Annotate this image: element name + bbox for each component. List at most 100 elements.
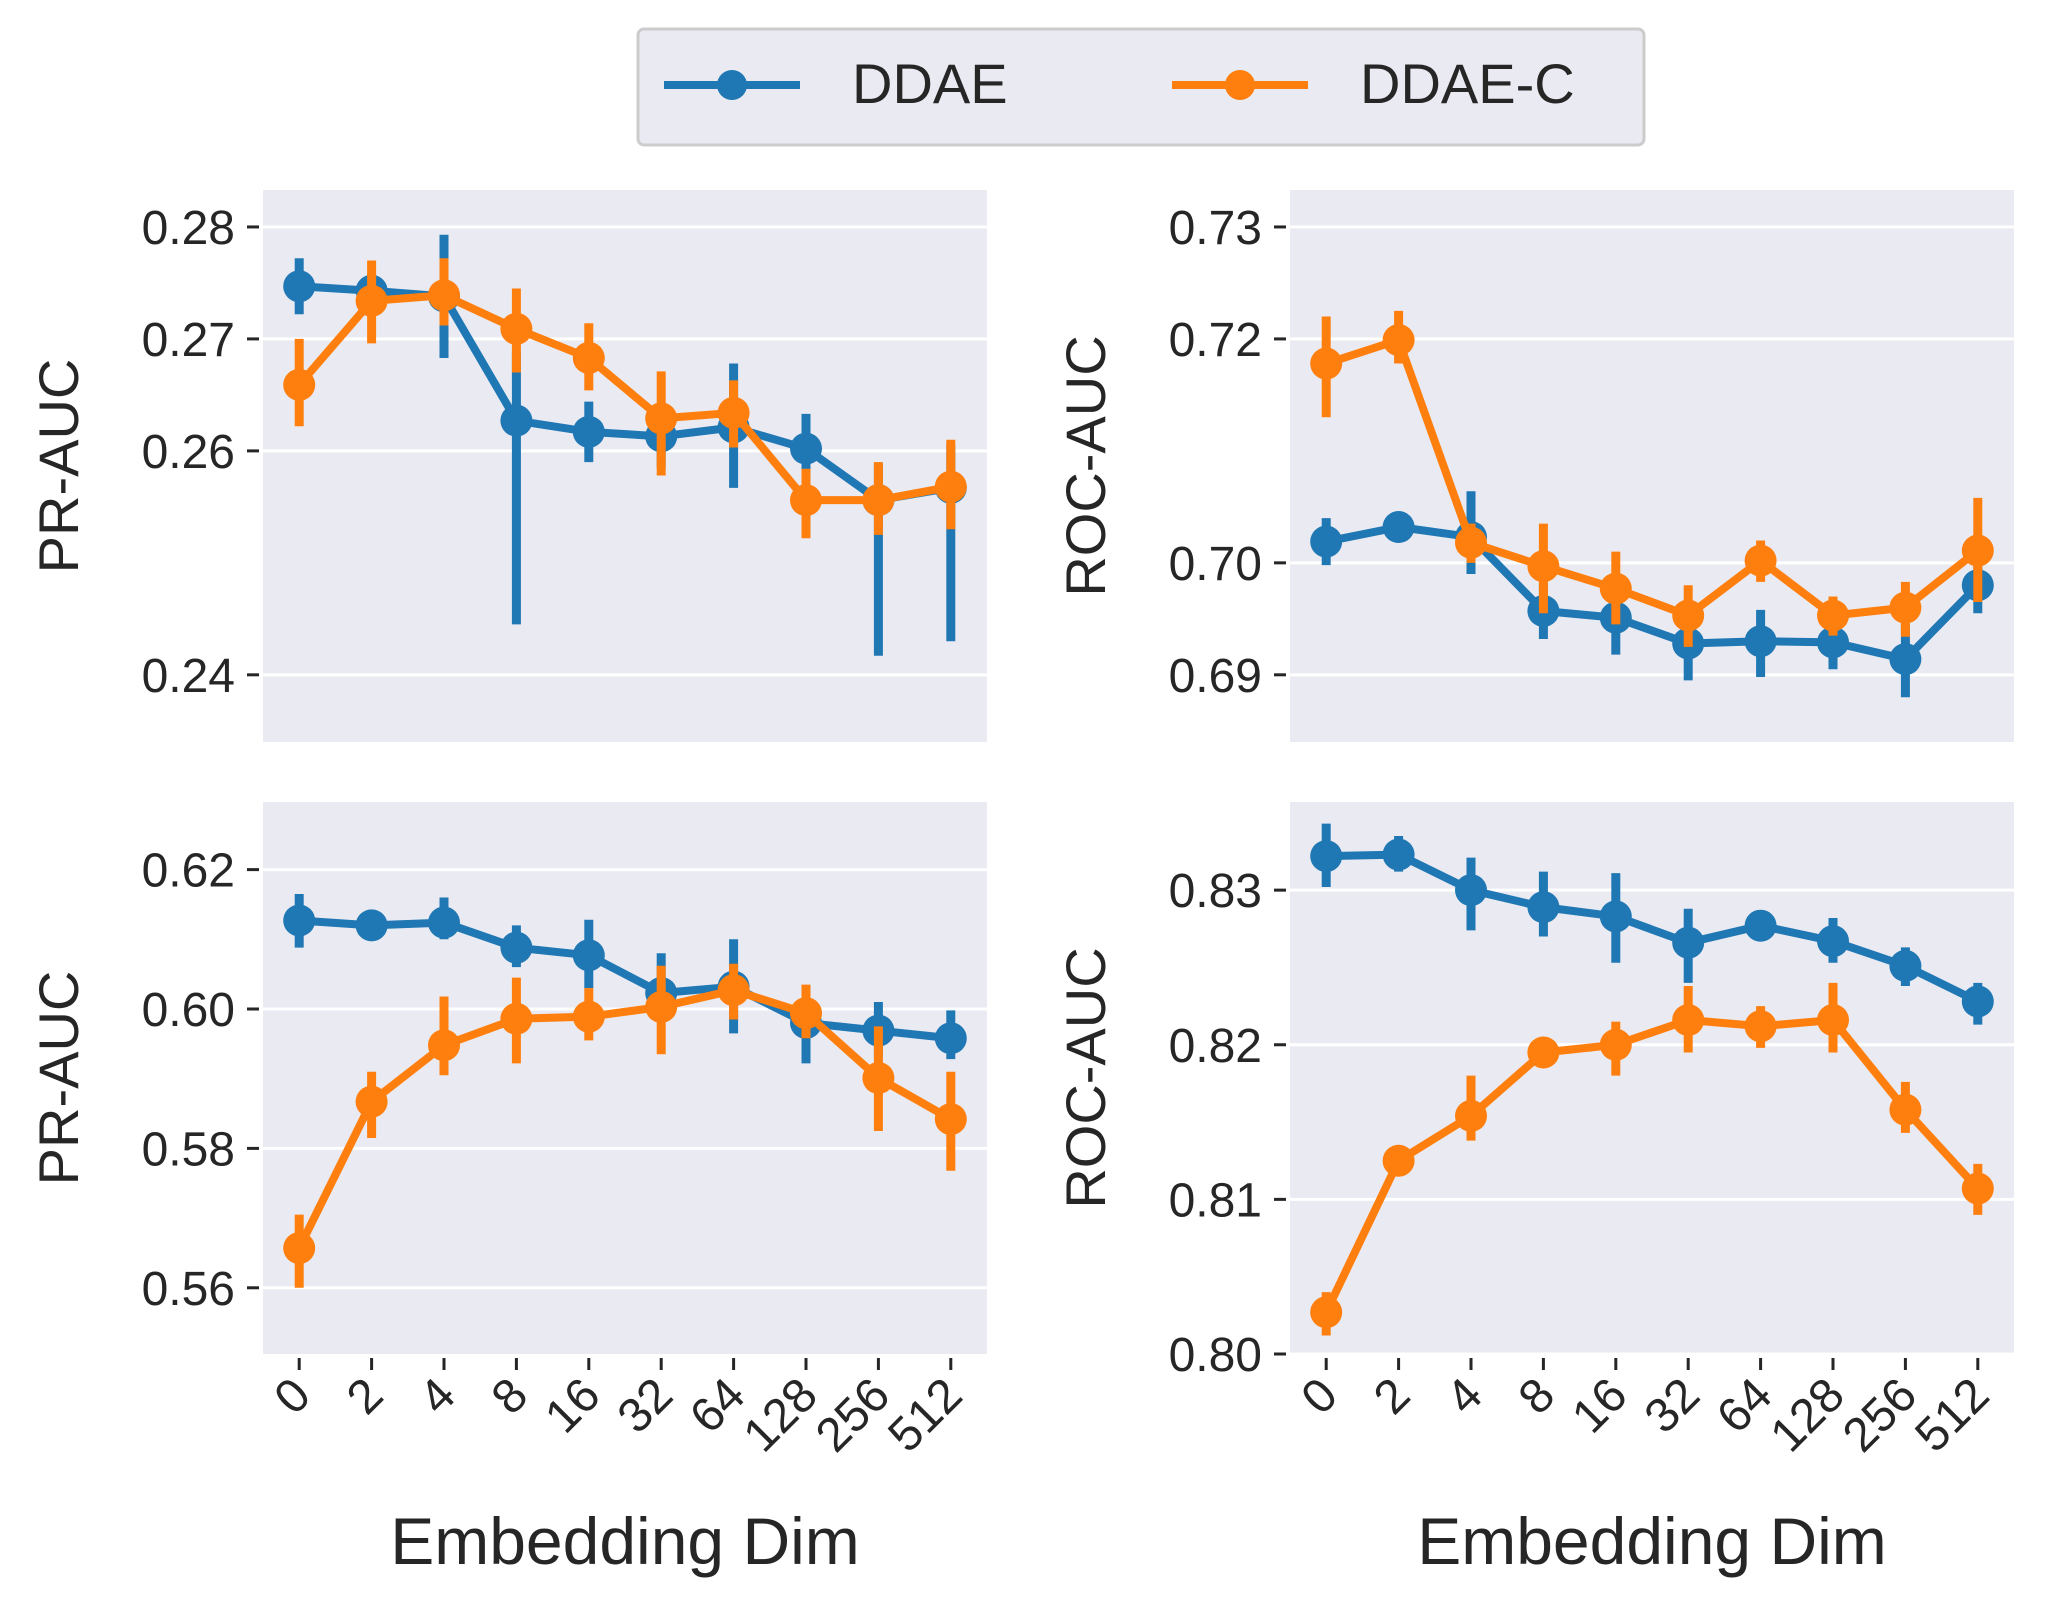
point-ddae — [1889, 949, 1922, 982]
point-ddae-c — [1817, 1004, 1849, 1037]
point-ddae-c — [1527, 1036, 1560, 1069]
point-ddae-c — [355, 1085, 388, 1118]
series-line-ddae-c — [1324, 336, 1981, 620]
point-ddae-c — [645, 402, 678, 435]
x-tick-label: 4 — [409, 1368, 465, 1424]
x-tick-label: 2 — [1364, 1368, 1420, 1424]
x-tick-label: 128 — [1761, 1368, 1855, 1462]
point-ddae-c — [1455, 526, 1487, 559]
point-ddae-c — [1744, 544, 1777, 577]
point-ddae-c — [355, 284, 388, 317]
point-ddae — [283, 270, 316, 303]
point-ddae-c — [428, 1029, 460, 1062]
point-ddae-c — [1672, 599, 1705, 632]
x-tick-label: 16 — [1562, 1368, 1637, 1443]
x-tick-label: 0 — [1292, 1368, 1348, 1424]
point-ddae — [355, 909, 388, 942]
x-tick-label: 256 — [1833, 1368, 1927, 1462]
point-ddae-c — [1455, 1099, 1487, 1132]
y-tick-label: 0.26 — [142, 426, 235, 479]
y-tick-label: 0.73 — [1169, 202, 1262, 255]
y-tick-label: 0.70 — [1169, 538, 1262, 591]
x-tick-label: 512 — [1905, 1368, 1999, 1462]
point-ddae — [790, 432, 822, 465]
y-tick-label: 0.69 — [1169, 650, 1262, 703]
point-ddae-c — [283, 368, 316, 401]
point-ddae-c — [1961, 1172, 1994, 1205]
series-line-ddae — [1326, 850, 1980, 1006]
point-ddae — [1889, 643, 1922, 676]
x-tick-label: 8 — [1509, 1368, 1565, 1424]
legend-marker-ddae-c — [1225, 70, 1255, 100]
point-ddae-c — [1744, 1010, 1777, 1043]
point-ddae — [1961, 985, 1994, 1018]
x-tick-label: 256 — [806, 1368, 900, 1462]
y-tick-label: 0.72 — [1169, 314, 1262, 367]
point-ddae-c — [1672, 1004, 1705, 1037]
point-ddae-c — [1527, 550, 1560, 583]
point-ddae-c — [1889, 591, 1922, 624]
y-tick-label: 0.82 — [1169, 1020, 1262, 1073]
legend-label-ddae: DDAE — [852, 52, 1008, 115]
point-ddae-c — [1382, 324, 1415, 357]
series-line-ddae — [298, 282, 952, 505]
point-ddae-c — [500, 1002, 533, 1035]
x-axis-label: Embedding Dim — [390, 1504, 860, 1578]
point-ddae-c — [862, 484, 895, 517]
y-axis-label: ROC-AUC — [1054, 947, 1117, 1208]
point-ddae — [1310, 840, 1343, 873]
point-ddae-c — [934, 1103, 967, 1136]
x-tick-label: 128 — [734, 1368, 828, 1462]
x-tick-label: 32 — [608, 1368, 683, 1443]
y-tick-label: 0.83 — [1169, 865, 1262, 918]
point-ddae-c — [717, 396, 750, 429]
point-ddae-c — [428, 279, 460, 312]
point-ddae-c — [790, 484, 822, 517]
point-ddae-c — [862, 1062, 895, 1094]
y-tick-label: 0.27 — [142, 314, 235, 367]
point-ddae-c — [500, 312, 533, 345]
point-ddae — [1455, 874, 1487, 907]
series-line-ddae-c — [295, 986, 953, 1250]
x-tick-label: 8 — [482, 1368, 538, 1424]
point-ddae-c — [1817, 599, 1849, 632]
point-ddae — [1310, 525, 1343, 558]
y-tick-label: 0.24 — [142, 650, 235, 703]
point-ddae-c — [572, 1000, 605, 1033]
point-ddae-c — [283, 1232, 316, 1265]
x-tick-label: 2 — [337, 1368, 393, 1424]
point-ddae-c — [1961, 534, 1994, 567]
point-ddae — [934, 1022, 967, 1055]
point-ddae — [283, 904, 316, 937]
point-ddae-c — [1382, 1144, 1415, 1177]
point-ddae-c — [717, 974, 750, 1007]
y-tick-label: 0.56 — [142, 1263, 235, 1316]
y-axis-label: PR-AUC — [27, 359, 90, 574]
y-tick-label: 0.60 — [142, 984, 235, 1037]
point-ddae — [1817, 626, 1849, 659]
point-ddae — [1382, 838, 1415, 871]
point-ddae — [572, 415, 605, 448]
y-tick-label: 0.80 — [1169, 1329, 1262, 1382]
point-ddae — [1672, 926, 1705, 959]
x-tick-label: 16 — [535, 1368, 610, 1443]
y-tick-label: 0.62 — [142, 845, 235, 898]
point-ddae — [1744, 909, 1777, 942]
point-ddae — [572, 939, 605, 972]
x-tick-label: 0 — [265, 1368, 321, 1424]
series-line-ddae — [298, 916, 952, 1043]
x-tick-label: 4 — [1436, 1368, 1492, 1424]
legend-marker-ddae — [717, 70, 747, 100]
point-ddae-c — [1599, 1028, 1632, 1061]
point-ddae-c — [1310, 1296, 1343, 1329]
point-ddae — [1382, 511, 1415, 544]
point-ddae-c — [572, 341, 605, 374]
y-tick-label: 0.58 — [142, 1123, 235, 1176]
point-ddae — [1599, 900, 1632, 933]
legend-label-ddae-c: DDAE-C — [1360, 52, 1575, 115]
series-line-ddae-c — [296, 291, 952, 505]
point-ddae-c — [1310, 347, 1343, 380]
